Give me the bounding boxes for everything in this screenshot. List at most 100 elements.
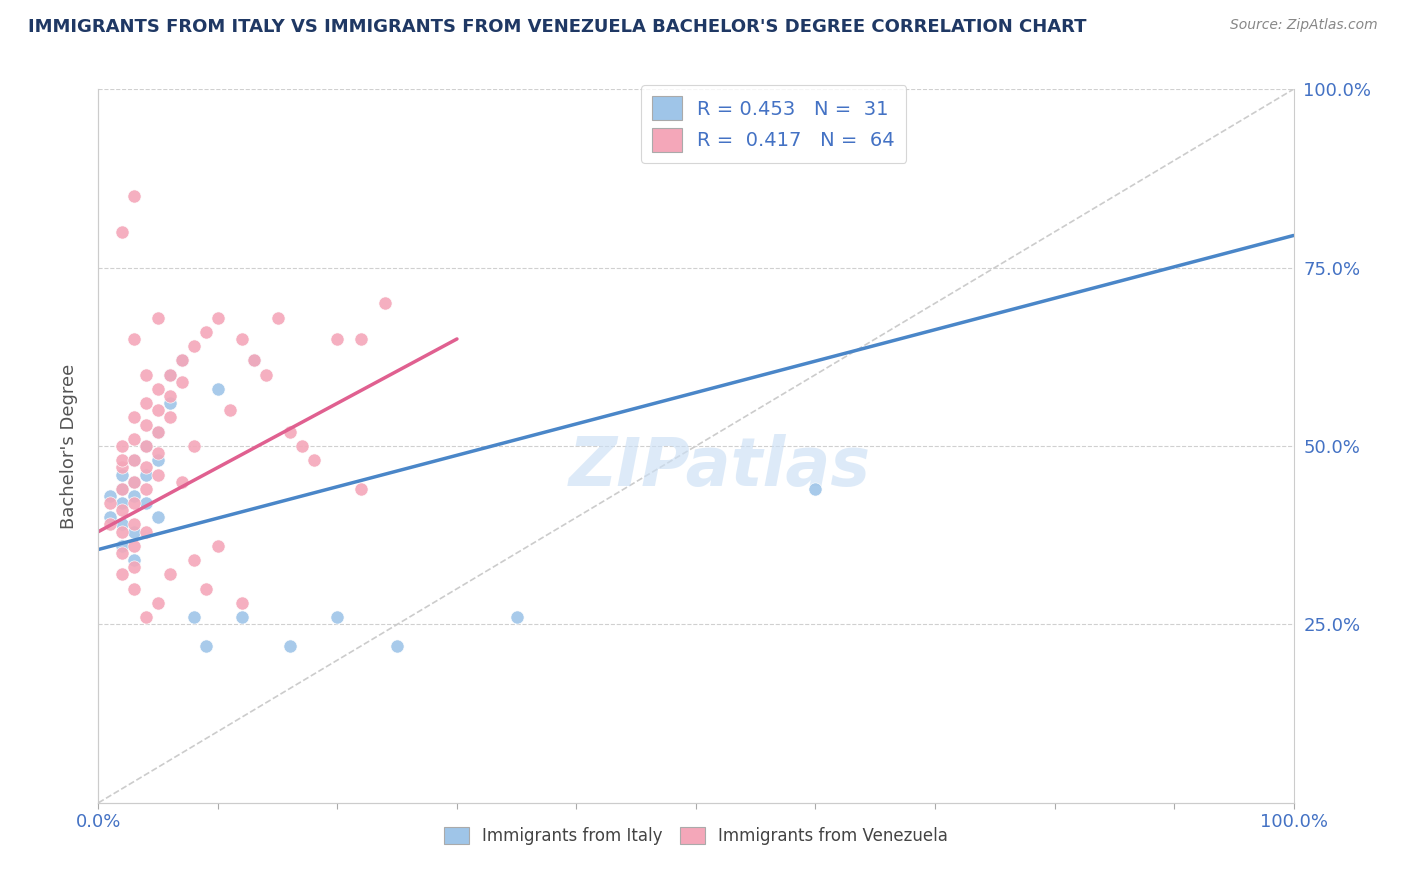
Point (98, 489, 122, 503)
Y-axis label: Bachelor's Degree: Bachelor's Degree (59, 363, 77, 529)
Text: IMMIGRANTS FROM ITALY VS IMMIGRANTS FROM VENEZUELA BACHELOR'S DEGREE CORRELATION: IMMIGRANTS FROM ITALY VS IMMIGRANTS FROM… (28, 18, 1087, 36)
Point (124, 410, 146, 425)
Point (278, 425, 301, 439)
Point (124, 453, 146, 467)
Point (124, 453, 146, 467)
Point (111, 439, 134, 453)
Point (350, 332, 373, 346)
Text: ZIPatlas: ZIPatlas (569, 434, 870, 500)
Point (135, 610, 157, 624)
Point (111, 225, 134, 239)
Point (207, 539, 229, 553)
Point (804, 482, 827, 496)
Point (124, 332, 146, 346)
Point (124, 489, 146, 503)
Point (124, 582, 146, 596)
Point (148, 510, 170, 524)
Point (183, 610, 205, 624)
Point (148, 596, 170, 610)
Point (326, 610, 349, 624)
Point (148, 425, 170, 439)
Point (302, 453, 325, 467)
Text: Source: ZipAtlas.com: Source: ZipAtlas.com (1230, 18, 1378, 32)
Point (135, 396, 157, 410)
Point (231, 610, 253, 624)
Point (124, 189, 146, 203)
Point (135, 482, 157, 496)
Point (98, 517, 122, 532)
Point (172, 375, 194, 389)
Point (183, 439, 205, 453)
Point (124, 560, 146, 574)
Point (172, 353, 194, 368)
Point (111, 567, 134, 582)
Point (124, 475, 146, 489)
Point (374, 296, 396, 310)
Point (385, 639, 409, 653)
Point (135, 460, 157, 475)
Point (135, 496, 157, 510)
Point (159, 567, 181, 582)
Point (183, 339, 205, 353)
Point (172, 475, 194, 489)
Point (124, 539, 146, 553)
Point (135, 368, 157, 382)
Point (243, 353, 266, 368)
Point (350, 482, 373, 496)
Point (111, 496, 134, 510)
Point (124, 432, 146, 446)
Point (111, 453, 134, 467)
Point (124, 496, 146, 510)
Point (111, 539, 134, 553)
Point (159, 410, 181, 425)
Point (326, 332, 349, 346)
Point (148, 467, 170, 482)
Point (195, 325, 218, 339)
Point (111, 517, 134, 532)
Point (159, 389, 181, 403)
Point (124, 524, 146, 539)
Point (124, 517, 146, 532)
Point (111, 460, 134, 475)
Point (159, 396, 181, 410)
Point (254, 368, 277, 382)
Point (135, 417, 157, 432)
Point (291, 439, 314, 453)
Point (207, 310, 229, 325)
Point (148, 382, 170, 396)
Point (159, 368, 181, 382)
Point (124, 475, 146, 489)
Point (195, 582, 218, 596)
Point (111, 482, 134, 496)
Point (506, 610, 529, 624)
Point (111, 524, 134, 539)
Point (278, 639, 301, 653)
Point (195, 639, 218, 653)
Point (124, 553, 146, 567)
Point (148, 453, 170, 467)
Point (159, 368, 181, 382)
Point (135, 439, 157, 453)
Point (148, 310, 170, 325)
Point (111, 482, 134, 496)
Point (267, 310, 290, 325)
Point (148, 425, 170, 439)
Point (207, 382, 229, 396)
Point (231, 596, 253, 610)
Point (135, 439, 157, 453)
Point (183, 553, 205, 567)
Legend: Immigrants from Italy, Immigrants from Venezuela: Immigrants from Italy, Immigrants from V… (437, 820, 955, 852)
Point (98, 510, 122, 524)
Point (111, 467, 134, 482)
Point (111, 546, 134, 560)
Point (148, 403, 170, 417)
Point (135, 524, 157, 539)
Point (243, 353, 266, 368)
Point (219, 403, 242, 417)
Point (135, 467, 157, 482)
Point (231, 332, 253, 346)
Point (148, 446, 170, 460)
Point (98, 496, 122, 510)
Point (172, 353, 194, 368)
Point (111, 503, 134, 517)
